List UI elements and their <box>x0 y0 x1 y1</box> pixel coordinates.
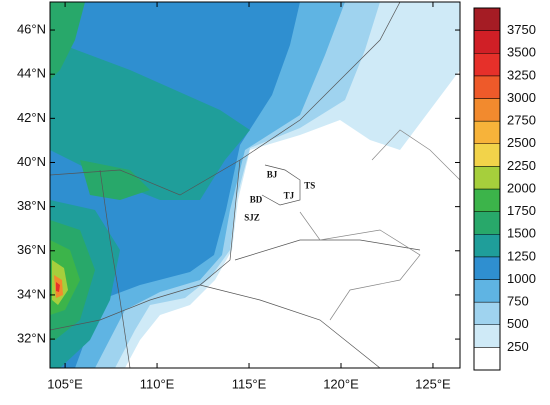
city-label: TJ <box>284 190 295 200</box>
colorbar-label: 2750 <box>507 113 536 128</box>
colorbar-box <box>473 75 501 99</box>
y-tick-label: 42°N <box>17 110 46 125</box>
bohai-sea <box>300 160 375 215</box>
colorbar-box <box>473 7 501 31</box>
terrain-layer <box>80 160 150 200</box>
colorbar-box <box>473 347 501 371</box>
colorbar-label: 1500 <box>507 226 536 241</box>
colorbar-box <box>473 279 501 303</box>
colorbar-label: 1250 <box>507 248 536 263</box>
y-tick-label: 32°N <box>17 331 46 346</box>
city-label: SJZ <box>244 212 260 222</box>
colorbar-label: 3250 <box>507 67 536 82</box>
terrain-layer <box>56 282 60 292</box>
x-tick-label: 125°E <box>415 376 451 391</box>
colorbar-box <box>473 120 501 144</box>
colorbar-box <box>473 256 501 280</box>
x-tick-label: 105°E <box>47 376 83 391</box>
colorbar-label: 3750 <box>507 22 536 37</box>
colorbar-box <box>473 324 501 348</box>
colorbar-label: 3000 <box>507 90 536 105</box>
y-tick-label: 36°N <box>17 242 46 257</box>
colorbar-box <box>473 30 501 54</box>
map-frame <box>49 1 461 369</box>
city-label: TS <box>304 180 315 190</box>
y-tick-label: 44°N <box>17 66 46 81</box>
colorbar-label: 750 <box>507 294 529 309</box>
y-tick-label: 40°N <box>17 154 46 169</box>
colorbar-label: 500 <box>507 316 529 331</box>
terrain <box>50 2 460 368</box>
city-label: BJ <box>267 169 278 179</box>
colorbar-label: 250 <box>507 339 529 354</box>
x-tick-label: 110°E <box>140 376 175 391</box>
colorbar-frame <box>473 7 501 371</box>
colorbar-label: 2000 <box>507 180 536 195</box>
colorbar-box <box>473 234 501 258</box>
terrain-layer <box>50 2 85 80</box>
city-label: BD <box>250 194 263 204</box>
colorbar-label: 1750 <box>507 203 536 218</box>
y-tick-label: 34°N <box>17 286 46 301</box>
colorbar-label: 1000 <box>507 271 536 286</box>
colorbar-label: 2500 <box>507 135 536 150</box>
terrain-layer <box>50 40 250 200</box>
colorbar-box <box>473 301 501 325</box>
y-tick-label: 38°N <box>17 198 46 213</box>
x-tick-label: 120°E <box>323 376 359 391</box>
colorbar-box <box>473 98 501 122</box>
y-tick-label: 46°N <box>17 21 46 36</box>
colorbar-label: 3500 <box>507 45 536 60</box>
colorbar-box <box>473 166 501 190</box>
colorbar-box <box>473 143 501 167</box>
colorbar-box <box>473 53 501 77</box>
x-tick-label: 115°E <box>232 376 267 391</box>
colorbar-box <box>473 211 501 235</box>
colorbar-box <box>473 188 501 212</box>
colorbar-label: 2250 <box>507 158 536 173</box>
